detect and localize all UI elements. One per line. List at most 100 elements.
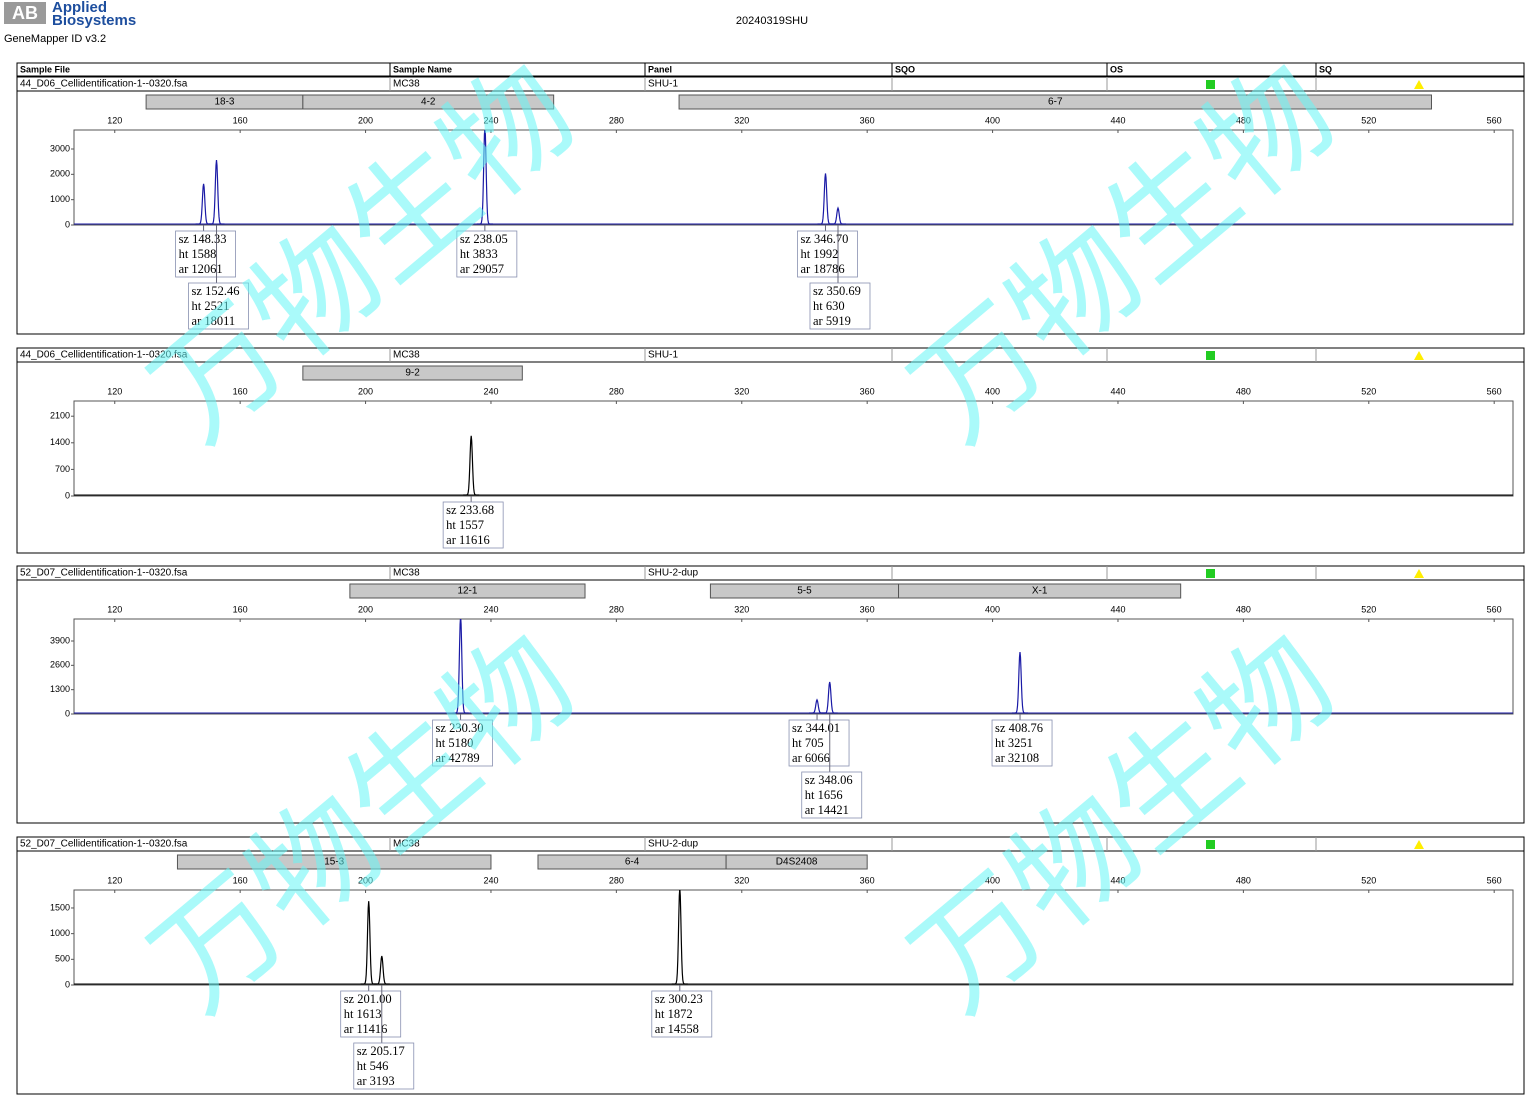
x-tick-label: 480 <box>1236 386 1251 396</box>
label-value: 233.68 <box>460 503 494 517</box>
plot-area <box>73 618 1514 715</box>
label-value: 346.70 <box>814 232 848 246</box>
bin <box>349 583 586 599</box>
peak-label-box <box>456 230 518 278</box>
peak-label: ar 18011 <box>192 314 236 328</box>
label-prefix: ht <box>792 736 802 750</box>
bin-label: 5-5 <box>797 586 812 597</box>
label-value: 348.06 <box>818 773 852 787</box>
label-value: 230.30 <box>449 721 483 735</box>
label-value: 14558 <box>668 1022 699 1036</box>
peak-label-box <box>432 719 493 767</box>
bin <box>302 365 523 381</box>
sample-name: MC38 <box>393 350 420 361</box>
x-tick-label: 480 <box>1236 604 1251 614</box>
column-header: Sample File <box>20 64 70 74</box>
x-tick-label: 560 <box>1487 115 1502 125</box>
x-tick-label: 520 <box>1361 875 1376 885</box>
peak-label-box <box>801 771 863 819</box>
y-tick-label: 1300 <box>50 684 70 694</box>
peak-label: sz 205.17 <box>357 1044 405 1058</box>
x-tick-label: 200 <box>358 875 373 885</box>
label-value: 42789 <box>448 751 479 765</box>
x-tick-label: 400 <box>985 875 1000 885</box>
peak <box>1012 652 1028 714</box>
bin-label: X-1 <box>1032 586 1048 597</box>
peak-label: ht 3251 <box>995 736 1033 750</box>
panel-name: SHU-2-dup <box>648 839 698 850</box>
label-prefix: sz <box>446 503 457 517</box>
x-tick-label: 200 <box>358 386 373 396</box>
x-tick-label: 240 <box>483 386 498 396</box>
peak-label-box <box>797 230 858 278</box>
bin-label: D4S2408 <box>776 857 818 868</box>
peak-label: ht 3833 <box>460 247 498 261</box>
bin-label: 6-7 <box>1048 97 1063 108</box>
label-value: 14421 <box>818 803 849 817</box>
peak-label: ar 18786 <box>800 262 844 276</box>
label-value: 3193 <box>370 1074 395 1088</box>
label-prefix: ht <box>655 1007 665 1021</box>
x-tick-label: 120 <box>107 386 122 396</box>
brand-line: Applied <box>52 0 107 16</box>
sample-name: MC38 <box>393 79 420 90</box>
peak-label: ht 2521 <box>192 299 230 313</box>
peak-label: ar 14421 <box>805 803 849 817</box>
column-header: Panel <box>648 64 672 74</box>
label-value: 630 <box>826 299 845 313</box>
x-tick-label: 560 <box>1487 604 1502 614</box>
y-tick-label: 1500 <box>50 902 70 912</box>
panel <box>16 565 1525 824</box>
y-tick-label: 3000 <box>50 143 70 153</box>
peak-label-box <box>788 719 850 767</box>
x-tick-label: 360 <box>860 386 875 396</box>
label-value: 201.00 <box>357 992 391 1006</box>
x-tick-label: 280 <box>609 875 624 885</box>
panel-name: SHU-1 <box>648 79 678 90</box>
bin <box>678 94 1432 110</box>
label-value: 32108 <box>1008 751 1039 765</box>
label-prefix: ar <box>805 803 816 817</box>
peak <box>817 173 834 225</box>
peak-label: sz 152.46 <box>192 284 240 298</box>
sq-status <box>1414 840 1424 849</box>
label-value: 350.69 <box>827 284 861 298</box>
plot-area <box>73 129 1514 226</box>
peak-label: ht 1588 <box>179 247 217 261</box>
peak-label: ar 11616 <box>446 533 490 547</box>
column-header: OS <box>1110 64 1123 74</box>
logo-icon: AB <box>4 2 46 24</box>
label-prefix: ar <box>436 751 447 765</box>
x-tick-label: 280 <box>609 386 624 396</box>
peak-label: sz 238.05 <box>460 232 508 246</box>
os-status <box>1206 80 1215 89</box>
peak-label: ar 29057 <box>460 262 504 276</box>
label-value: 300.23 <box>668 992 702 1006</box>
x-tick-label: 120 <box>107 604 122 614</box>
y-tick-label: 2000 <box>50 169 70 179</box>
peak-label: sz 300.23 <box>655 992 703 1006</box>
x-tick-label: 320 <box>734 875 749 885</box>
column-header-row <box>16 62 1525 77</box>
panel-name: SHU-1 <box>648 350 678 361</box>
peak-label: sz 350.69 <box>813 284 861 298</box>
x-tick-label: 120 <box>107 875 122 885</box>
sample-file: 44_D06_Cellidentification-1--0320.fsa <box>20 79 188 90</box>
bin-label: 4-2 <box>421 97 436 108</box>
peak <box>830 206 846 225</box>
x-tick-label: 440 <box>1110 875 1125 885</box>
bin <box>302 94 555 110</box>
label-prefix: sz <box>192 284 203 298</box>
label-value: 546 <box>370 1059 389 1073</box>
x-tick-label: 480 <box>1236 875 1251 885</box>
software: GeneMapper ID v3.2 <box>4 33 106 45</box>
os-status <box>1206 351 1215 360</box>
x-tick-label: 200 <box>358 604 373 614</box>
label-prefix: ar <box>179 262 190 276</box>
plot-area <box>73 889 1514 986</box>
peak-label: ar 3193 <box>357 1074 395 1088</box>
label-prefix: ar <box>460 262 471 276</box>
y-tick-label: 500 <box>55 954 70 964</box>
